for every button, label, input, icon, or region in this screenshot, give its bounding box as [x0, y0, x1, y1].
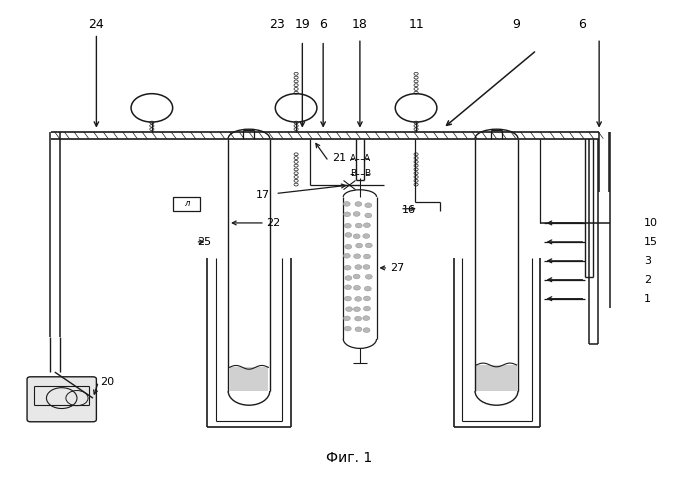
Text: 23: 23: [269, 18, 284, 31]
Circle shape: [343, 202, 350, 206]
Circle shape: [353, 274, 360, 279]
Circle shape: [345, 296, 352, 301]
Text: 17: 17: [256, 190, 270, 200]
Circle shape: [366, 274, 373, 279]
Circle shape: [345, 244, 352, 249]
Circle shape: [366, 243, 372, 248]
Circle shape: [355, 223, 362, 228]
Circle shape: [345, 326, 351, 331]
Circle shape: [355, 265, 362, 270]
Circle shape: [354, 285, 361, 290]
Circle shape: [363, 223, 370, 228]
Circle shape: [356, 243, 363, 248]
Text: л: л: [184, 199, 189, 208]
Circle shape: [353, 212, 360, 217]
Text: Фиг. 1: Фиг. 1: [326, 451, 373, 465]
Text: 1: 1: [644, 294, 651, 304]
Circle shape: [343, 253, 350, 258]
FancyBboxPatch shape: [27, 377, 96, 422]
Circle shape: [363, 296, 370, 301]
Text: A: A: [350, 154, 356, 162]
Text: 16: 16: [401, 205, 415, 215]
Text: A: A: [363, 154, 370, 162]
Circle shape: [344, 212, 351, 217]
Circle shape: [355, 327, 362, 331]
Text: 9: 9: [512, 18, 520, 31]
Text: 6: 6: [319, 18, 327, 31]
Circle shape: [363, 234, 370, 239]
Circle shape: [345, 223, 352, 228]
Circle shape: [365, 203, 372, 207]
Text: B: B: [350, 169, 356, 178]
Circle shape: [363, 264, 370, 269]
Circle shape: [355, 202, 362, 206]
Text: 11: 11: [408, 18, 424, 31]
Circle shape: [344, 265, 351, 270]
Circle shape: [354, 316, 361, 321]
Text: 21: 21: [332, 153, 346, 163]
Text: 20: 20: [100, 376, 114, 387]
Bar: [173, 197, 201, 211]
Circle shape: [345, 232, 352, 237]
Text: B: B: [363, 169, 370, 178]
Text: 27: 27: [390, 263, 404, 273]
Circle shape: [353, 234, 360, 239]
Circle shape: [363, 316, 370, 320]
Circle shape: [363, 254, 370, 259]
Bar: [477, 365, 517, 391]
Circle shape: [343, 316, 350, 321]
Circle shape: [345, 275, 352, 280]
Circle shape: [354, 254, 361, 259]
Circle shape: [365, 213, 372, 218]
Circle shape: [363, 306, 370, 311]
Text: 25: 25: [197, 237, 211, 247]
Circle shape: [354, 307, 361, 312]
Text: 15: 15: [644, 237, 658, 247]
Text: 18: 18: [352, 18, 368, 31]
Circle shape: [364, 286, 371, 291]
Bar: [229, 367, 268, 391]
Circle shape: [363, 328, 370, 332]
Circle shape: [345, 307, 352, 311]
Text: 24: 24: [89, 18, 104, 31]
Text: 19: 19: [294, 18, 310, 31]
Text: 6: 6: [578, 18, 586, 31]
Circle shape: [345, 285, 352, 290]
Text: 22: 22: [266, 218, 280, 228]
Text: 3: 3: [644, 256, 651, 266]
Text: 2: 2: [644, 275, 651, 285]
Circle shape: [354, 297, 361, 301]
Text: 10: 10: [644, 218, 658, 228]
